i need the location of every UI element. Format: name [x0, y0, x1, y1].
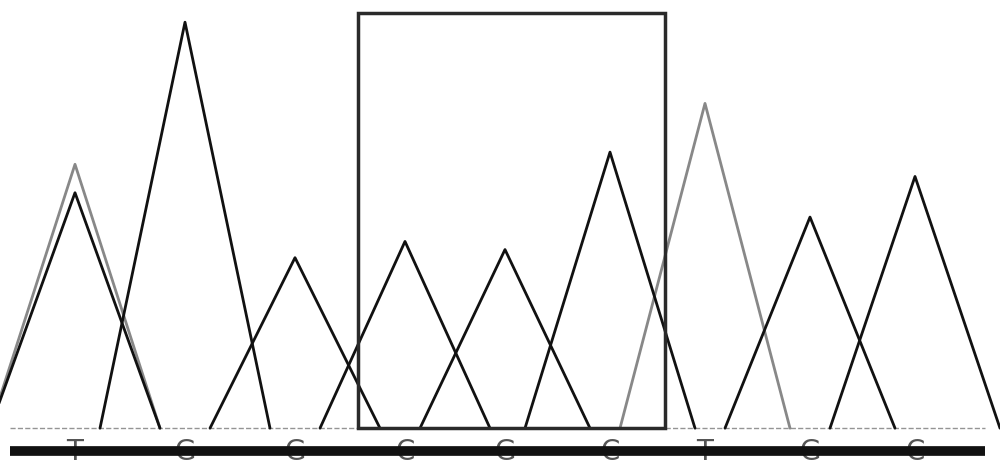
Text: G: G — [174, 438, 196, 463]
Text: G: G — [284, 438, 306, 463]
Text: C: C — [600, 438, 620, 463]
Text: G: G — [799, 438, 821, 463]
Text: C: C — [395, 438, 415, 463]
Text: G: G — [494, 438, 516, 463]
Text: C: C — [905, 438, 925, 463]
Text: T: T — [697, 438, 713, 463]
Text: T: T — [67, 438, 83, 463]
Bar — [358, 14, 665, 428]
